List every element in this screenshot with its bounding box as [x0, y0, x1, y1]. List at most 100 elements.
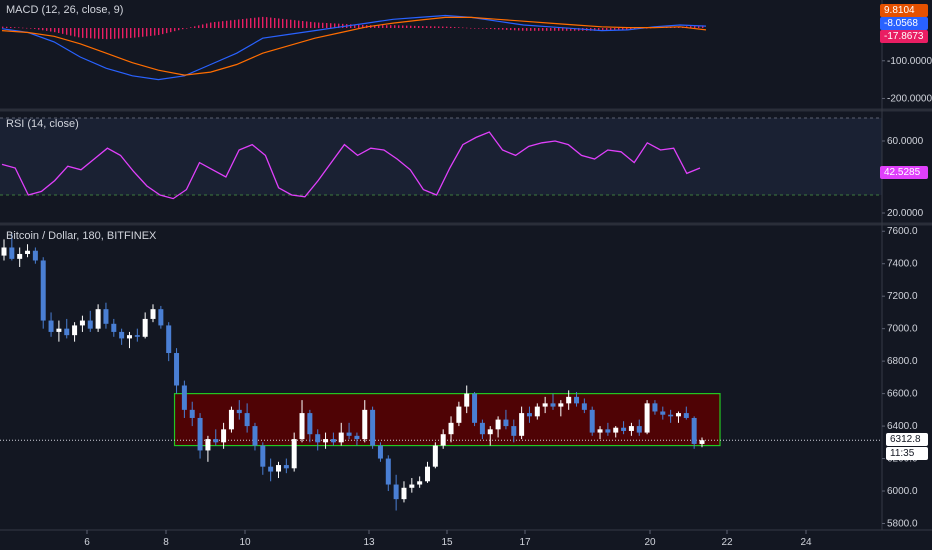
macd-histogram-bar — [326, 22, 328, 28]
macd-signal-line — [1, 16, 707, 76]
candle — [111, 323, 117, 332]
macd-histogram-bar — [126, 28, 128, 39]
macd-tick-label: -200.0000 — [887, 93, 932, 104]
candle — [323, 439, 329, 443]
candle — [338, 432, 344, 443]
macd-histogram-bar — [378, 25, 380, 28]
macd-histogram-bar — [470, 27, 472, 29]
macd-histogram-bar — [206, 23, 208, 28]
candle — [613, 427, 619, 433]
rsi-line — [1, 131, 701, 200]
macd-histogram-bar — [618, 28, 620, 31]
macd-histogram-bar — [698, 25, 700, 28]
macd-histogram-bar — [490, 28, 492, 30]
candle — [275, 465, 281, 472]
candle — [150, 309, 156, 319]
macd-histogram-tag: 9.8104 — [880, 4, 928, 17]
macd-histogram-bar — [574, 28, 576, 31]
candle — [299, 413, 305, 440]
candle — [174, 353, 180, 386]
macd-histogram-bar — [234, 19, 236, 28]
price-pane[interactable] — [0, 226, 882, 530]
macd-histogram-bar — [150, 28, 152, 36]
macd-histogram-bar — [458, 27, 460, 28]
macd-histogram-bar — [130, 28, 132, 38]
candle — [448, 422, 454, 435]
macd-histogram-bar — [474, 28, 476, 29]
macd-histogram-bar — [630, 28, 632, 30]
candle — [362, 409, 368, 440]
macd-histogram-bar — [486, 28, 488, 29]
rsi-tick-label: 20.0000 — [887, 208, 924, 219]
macd-histogram-bar — [542, 28, 544, 31]
macd-histogram-bar — [30, 28, 32, 29]
macd-histogram-bar — [598, 28, 600, 31]
macd-histogram-bar — [154, 28, 156, 36]
price-tick-label: 6800.0 — [887, 356, 918, 367]
macd-histogram-bar — [374, 25, 376, 28]
macd-histogram-bar — [302, 21, 304, 28]
macd-histogram-bar — [382, 25, 384, 28]
price-tick-label: 7200.0 — [887, 291, 918, 302]
macd-histogram-bar — [222, 21, 224, 28]
rsi-title: RSI (14, close) — [6, 118, 79, 130]
macd-tick-label: -100.0000 — [887, 56, 932, 67]
candle — [385, 458, 391, 485]
macd-histogram-bar — [250, 18, 252, 28]
candle — [432, 445, 438, 467]
macd-histogram-bar — [202, 24, 204, 28]
macd-histogram-bar — [570, 28, 572, 31]
macd-histogram-bar — [114, 28, 116, 39]
macd-histogram-bar — [462, 27, 464, 29]
macd-histogram-bar — [406, 25, 408, 28]
macd-histogram-bar — [42, 28, 44, 31]
candle — [393, 484, 399, 500]
time-tick-label: 24 — [800, 537, 812, 548]
candle — [417, 481, 423, 485]
candle — [197, 417, 203, 451]
candle — [166, 325, 172, 354]
candle — [636, 426, 642, 433]
candle — [479, 422, 485, 435]
macd-histogram-bar — [106, 28, 108, 40]
macd-histogram-bar — [318, 22, 320, 28]
candle — [228, 409, 234, 430]
price-tick-label: 6600.0 — [887, 389, 918, 400]
candle — [32, 250, 38, 261]
candle — [1, 247, 7, 256]
macd-histogram-bar — [498, 28, 500, 30]
macd-histogram-bar — [218, 21, 220, 28]
macd-histogram-bar — [182, 28, 184, 30]
macd-histogram-bar — [466, 27, 468, 29]
candle — [464, 393, 470, 407]
candle — [72, 325, 78, 336]
candle — [95, 309, 101, 329]
candle — [236, 409, 242, 414]
rsi-value-tag: 42.5285 — [880, 166, 928, 179]
candle — [699, 440, 705, 444]
macd-histogram-bar — [502, 28, 504, 30]
macd-signal-tag: -17.8673 — [880, 30, 928, 43]
candle — [48, 320, 54, 332]
macd-histogram-bar — [62, 28, 64, 34]
candle — [213, 439, 219, 443]
macd-histogram-bar — [610, 28, 612, 31]
candle — [205, 439, 211, 451]
macd-histogram-bar — [186, 28, 188, 29]
candle — [652, 403, 658, 412]
time-tick-label: 20 — [644, 537, 656, 548]
macd-histogram-bar — [170, 28, 172, 33]
macd-histogram-bar — [398, 25, 400, 28]
candle — [589, 409, 595, 433]
macd-histogram-bar — [554, 28, 556, 31]
candle — [268, 466, 274, 472]
macd-histogram-bar — [54, 28, 56, 33]
candle — [221, 429, 227, 443]
macd-histogram-bar — [354, 24, 356, 28]
macd-histogram-bar — [418, 26, 420, 28]
macd-histogram-bar — [158, 28, 160, 36]
candle — [103, 309, 109, 324]
candle — [691, 417, 697, 444]
macd-histogram-bar — [442, 26, 444, 28]
